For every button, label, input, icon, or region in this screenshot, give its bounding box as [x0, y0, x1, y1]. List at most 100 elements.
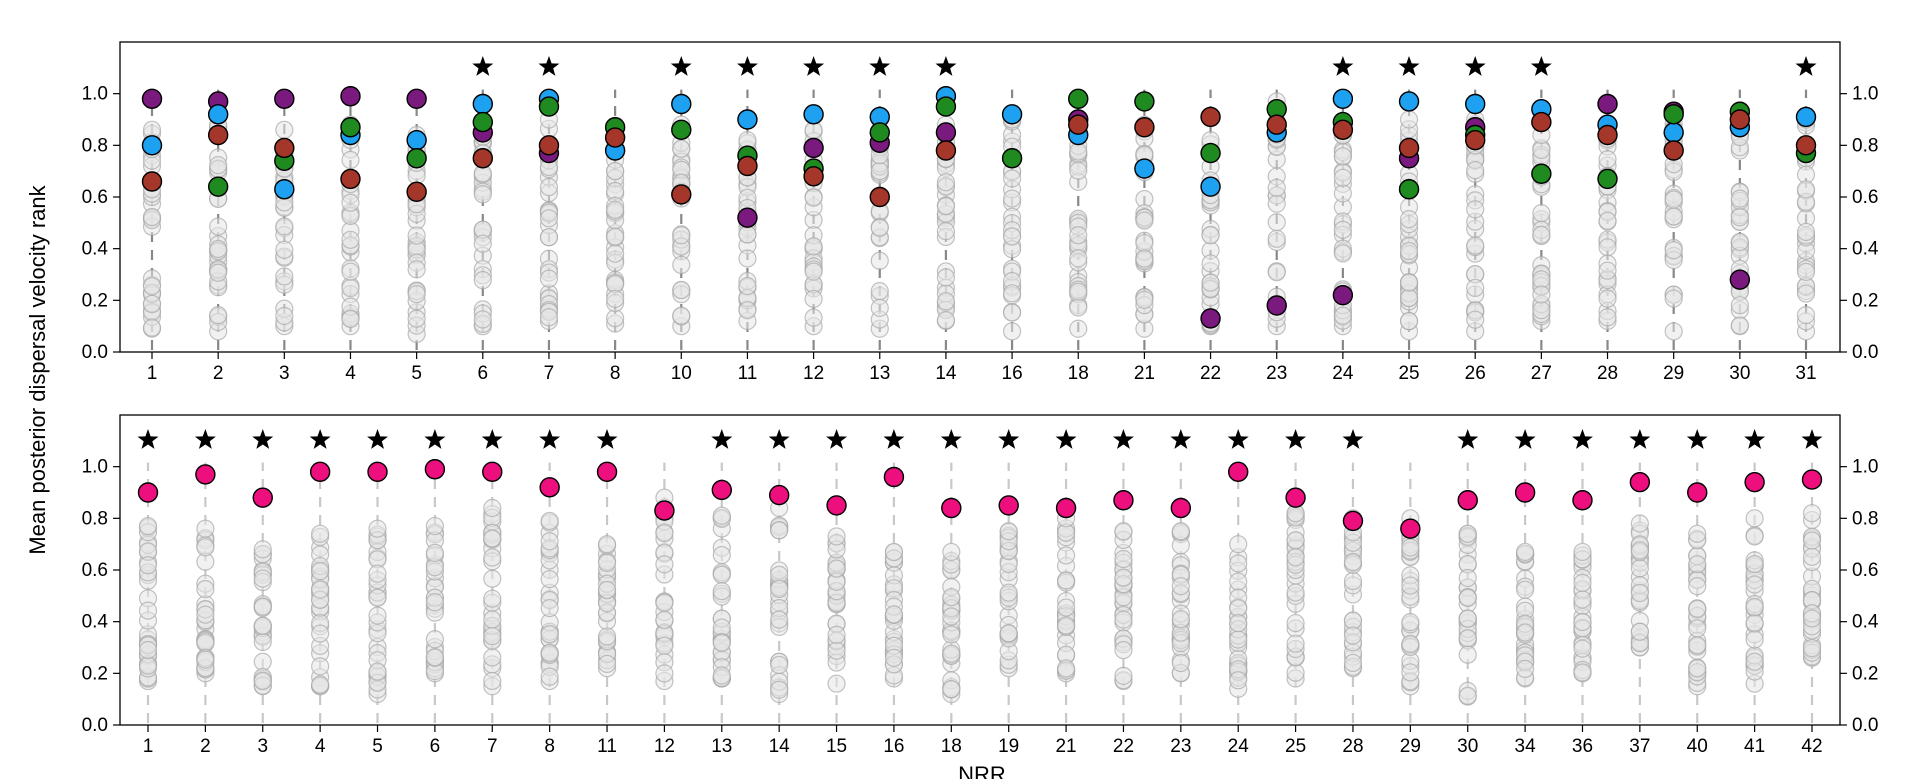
background-point: [1730, 316, 1749, 335]
background-point: [1114, 610, 1133, 629]
background-point: [770, 655, 789, 675]
x-tick-label: 25: [1398, 363, 1419, 384]
x-axis-label: NRR: [958, 762, 1006, 779]
background-point: [275, 217, 294, 236]
background-point: [827, 625, 846, 644]
background-point: [1286, 548, 1305, 567]
background-point: [606, 244, 625, 263]
highlight-point-pink: [1572, 490, 1593, 511]
background-point: [1069, 226, 1088, 245]
background-point: [209, 239, 228, 259]
background-point: [341, 150, 360, 170]
background-point: [1598, 150, 1617, 169]
background-point: [311, 624, 330, 643]
x-tick-label: 13: [711, 736, 732, 757]
highlight-point-red: [1332, 119, 1354, 141]
background-point: [712, 633, 731, 653]
highlight-point-blue: [1398, 91, 1420, 112]
background-point: [1745, 652, 1764, 671]
background-point: [884, 605, 904, 624]
background-point: [597, 535, 617, 554]
significance-star: [1530, 56, 1552, 76]
x-tick-label: 42: [1801, 736, 1822, 757]
background-point: [1229, 535, 1248, 554]
highlight-point-purple: [1729, 269, 1751, 290]
background-point: [138, 656, 158, 675]
background-point: [209, 263, 228, 282]
background-point: [1069, 282, 1088, 301]
background-point: [1114, 666, 1133, 685]
background-point: [142, 277, 162, 296]
background-point: [804, 188, 823, 207]
background-point: [1458, 629, 1477, 648]
background-point: [804, 237, 823, 256]
highlight-point-blue: [1663, 122, 1684, 143]
background-point: [936, 292, 956, 311]
background-point: [1745, 509, 1764, 528]
background-point: [827, 527, 846, 546]
y-tick-label-left: 0.0: [82, 715, 108, 736]
background-point: [1458, 686, 1477, 705]
highlight-point-purple: [340, 86, 361, 107]
background-point: [1343, 626, 1363, 645]
background-point: [483, 610, 502, 629]
x-tick-label: 8: [544, 736, 555, 757]
background-point: [311, 580, 330, 599]
x-tick-label: 7: [487, 736, 498, 757]
x-tick-label: 3: [279, 363, 290, 384]
background-point: [425, 648, 444, 667]
significance-star: [481, 429, 503, 449]
background-point: [1114, 522, 1133, 541]
highlight-point-pink: [1687, 482, 1708, 503]
background-point: [597, 654, 617, 673]
background-point: [942, 679, 961, 699]
highlight-point-red: [340, 168, 361, 190]
background-point: [1286, 663, 1305, 682]
highlight-point-green: [671, 119, 692, 141]
highlight-point-purple: [1332, 284, 1354, 306]
highlight-point-purple: [1597, 93, 1618, 115]
highlight-point-red: [1134, 117, 1155, 138]
highlight-point-purple: [935, 122, 957, 143]
background-point: [942, 644, 961, 663]
background-point: [1401, 634, 1420, 653]
x-tick-label: 13: [869, 363, 890, 384]
background-point: [606, 289, 625, 309]
y-tick-label-right: 0.0: [1852, 342, 1878, 363]
highlight-point-purple: [737, 207, 758, 228]
significance-star: [1332, 56, 1354, 76]
significance-star: [1227, 429, 1249, 449]
y-tick-label-right: 0.6: [1852, 187, 1878, 208]
background-point: [539, 228, 559, 247]
background-point: [770, 610, 789, 629]
significance-star: [1342, 429, 1364, 449]
highlight-point-blue: [671, 93, 692, 115]
background-point: [1664, 190, 1683, 209]
highlight-point-pink: [424, 459, 446, 480]
highlight-point-green: [1597, 168, 1618, 190]
background-point: [1286, 634, 1305, 653]
background-point: [606, 227, 625, 246]
highlight-point-red: [1068, 114, 1089, 135]
background-point: [1399, 110, 1419, 129]
x-tick-label: 28: [1597, 363, 1618, 384]
y-tick-label-left: 1.0: [82, 457, 108, 478]
background-point: [1458, 588, 1477, 608]
background-point: [1002, 284, 1022, 303]
background-point: [1069, 249, 1088, 268]
highlight-point-green: [340, 117, 361, 138]
background-point: [540, 569, 559, 589]
background-point: [1458, 645, 1477, 664]
background-point: [1573, 663, 1592, 682]
highlight-point-red: [1200, 106, 1221, 128]
background-point: [1573, 639, 1592, 658]
highlight-point-red: [737, 155, 758, 177]
background-point: [1598, 289, 1617, 308]
background-point: [712, 506, 731, 525]
background-point: [597, 580, 617, 600]
y-tick-label-right: 0.4: [1852, 612, 1879, 633]
background-point: [1730, 189, 1749, 208]
background-point: [483, 498, 502, 518]
background-point: [942, 607, 961, 626]
background-point: [1229, 572, 1248, 591]
